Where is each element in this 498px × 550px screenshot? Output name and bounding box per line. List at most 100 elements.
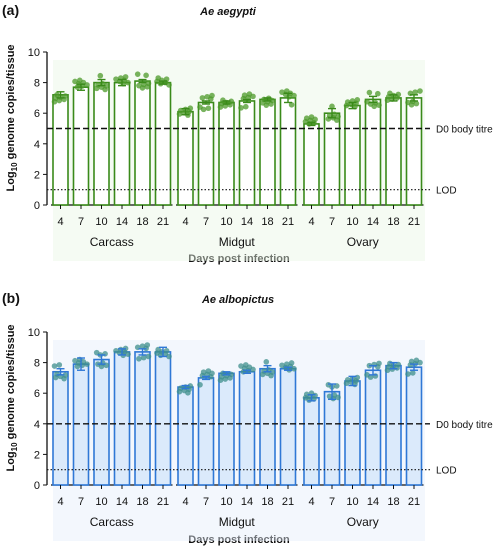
data-point (279, 89, 285, 95)
data-point (199, 95, 206, 101)
data-point (376, 360, 382, 367)
bar (385, 364, 402, 486)
x-tick-label: 18 (136, 496, 148, 508)
panel-b-plot: 0 2 4 6 8 10 4 7 10 14 18 21 Carcass 4 7 10 14 18 21 Midgut… (28, 327, 493, 541)
x-tick-label: 14 (241, 216, 253, 228)
data-point (118, 346, 124, 353)
panel-a-ylabel-suffix: genome copies/tissue (5, 44, 17, 162)
tissue-label: Ovary (347, 235, 379, 249)
bar (177, 110, 194, 206)
x-tick-label: 4 (182, 496, 188, 508)
panel-a-plot: 0 2 4 6 8 10 4 7 10 14 18 21 Carcass 4 7 10 14 18 21 Midgut… (28, 47, 493, 261)
panel-a-title: Ae aegypti (199, 6, 257, 18)
bar (303, 396, 320, 486)
x-tick-label: 7 (78, 216, 84, 228)
x-tick-label: 10 (346, 496, 358, 508)
data-point (395, 91, 402, 98)
panel-a-ylabel-sub: 10 (10, 162, 19, 171)
data-point (417, 88, 423, 94)
bar (72, 363, 90, 486)
data-point (145, 353, 152, 360)
tissue-label: Carcass (90, 235, 134, 249)
reference-label-d0: D0 body titre (436, 420, 493, 431)
x-tick-label: 21 (408, 496, 420, 508)
bar (364, 369, 382, 486)
data-point (326, 393, 333, 400)
panel-b-ylabel: Log10 genome copies/tissue (5, 324, 19, 471)
reference-label-lod: LOD (436, 186, 457, 197)
x-tick-label: 18 (261, 216, 273, 228)
data-point (54, 92, 60, 98)
tissue-label: Midgut (219, 235, 256, 249)
bar (279, 367, 297, 486)
data-point (77, 77, 83, 84)
data-point (200, 369, 207, 375)
data-point (412, 89, 419, 95)
x-tick-label: 7 (203, 216, 209, 228)
bar (154, 81, 172, 206)
panel-b-ylabel-prefix: Log (5, 451, 17, 471)
data-point (144, 342, 151, 348)
data-point (155, 346, 161, 353)
data-point (243, 103, 249, 110)
data-point (308, 114, 315, 120)
panel-a-xlabel: Days post infection (188, 253, 290, 265)
x-tick-label: 18 (261, 496, 273, 508)
x-tick-label: 10 (346, 216, 358, 228)
data-point (140, 354, 147, 361)
bar (93, 358, 110, 486)
bar (238, 370, 256, 486)
reference-label-d0: D0 body titre (436, 125, 493, 136)
bar (113, 81, 131, 206)
bar (113, 351, 131, 486)
bar (177, 386, 194, 486)
data-point (288, 360, 295, 366)
panel-b-ylabel-sub: 10 (10, 442, 19, 451)
data-point (329, 103, 335, 110)
data-point (155, 75, 161, 81)
bar (385, 97, 402, 206)
data-point (263, 359, 270, 365)
y-tick-label: 10 (28, 327, 40, 339)
data-point (62, 372, 69, 379)
x-tick-label: 21 (157, 496, 169, 508)
bar (134, 351, 151, 486)
x-tick-label: 7 (203, 496, 209, 508)
y-tick-label: 0 (34, 480, 40, 492)
y-tick-label: 8 (34, 358, 40, 370)
panel-a-ylabel-prefix: Log (5, 171, 17, 191)
bar (405, 366, 423, 486)
data-point (238, 363, 244, 369)
bar (197, 377, 215, 486)
data-point (136, 82, 142, 89)
data-point (413, 357, 420, 364)
data-point (288, 101, 295, 108)
y-tick-label: 6 (34, 388, 40, 400)
y-tick-label: 2 (34, 169, 40, 181)
x-tick-label: 4 (57, 216, 63, 228)
panel-b-title: Ae albopictus (201, 294, 274, 306)
y-tick-label: 4 (34, 419, 40, 431)
data-point (371, 361, 378, 368)
data-point (99, 360, 106, 366)
data-point (93, 349, 100, 356)
data-point (197, 381, 203, 388)
bar (52, 370, 69, 486)
data-point (344, 377, 351, 383)
bar (52, 94, 69, 206)
data-point (143, 72, 149, 79)
data-point (134, 71, 141, 77)
bar (218, 372, 235, 486)
x-tick-label: 10 (95, 496, 107, 508)
panel-a-tag: (a) (2, 2, 19, 18)
data-point (241, 92, 248, 99)
tissue-label: Ovary (347, 515, 379, 529)
data-point (54, 371, 60, 377)
bar (93, 81, 110, 206)
data-point (187, 383, 194, 389)
x-tick-label: 7 (329, 216, 335, 228)
x-tick-label: 21 (408, 216, 420, 228)
data-point (136, 355, 142, 362)
x-tick-label: 14 (116, 216, 128, 228)
x-tick-label: 4 (57, 496, 63, 508)
